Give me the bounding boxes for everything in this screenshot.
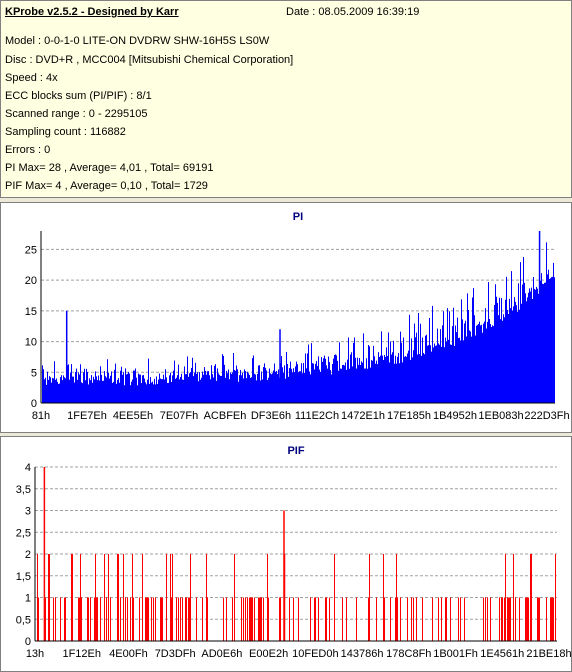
x-tick-label: E00E2h: [249, 648, 288, 660]
y-tick-label: 1,5: [16, 571, 31, 583]
scan-date: Date : 08.05.2009 16:39:19: [286, 6, 420, 18]
x-tick-label: 222D3Fh: [524, 410, 569, 422]
pif-chart: PIF 0 0,5 1 1,5 2 2,5 3 3,5 4 13h 1F12Eh 4E00Fh 7D3DF…: [16, 445, 571, 660]
x-tick-label: 111E2Ch: [295, 410, 339, 422]
y-tick-label: 5: [31, 367, 37, 379]
x-tick-label: 7E07Fh: [160, 410, 199, 422]
x-tick-label: 4EE5Eh: [113, 410, 153, 422]
chart-title: PI: [293, 211, 303, 223]
y-tick-label: 1: [25, 593, 31, 605]
y-tick-label: 2,5: [16, 527, 31, 539]
x-tick-label: 1B001Fh: [433, 648, 478, 660]
ecc-line: ECC blocks sum (PI/PIF) : 8/1: [5, 90, 152, 102]
x-tick-label: 21BE18h: [526, 648, 571, 660]
x-tick-label: 13h: [26, 648, 44, 660]
x-tick-label: 7D3DFh: [155, 648, 196, 660]
x-tick-label: 1FE7Eh: [67, 410, 107, 422]
x-tick-label: 143786h: [341, 648, 384, 660]
data-bars: [42, 231, 555, 403]
y-tick-label: 0,5: [16, 614, 31, 626]
x-tick-label: 81h: [32, 410, 50, 422]
x-tick-label: ACBFEh: [204, 410, 247, 422]
chart-title: PIF: [287, 445, 304, 457]
y-tick-label: 2: [25, 549, 31, 561]
x-tick-label: 1472E1h: [341, 410, 385, 422]
y-tick-label: 3,5: [16, 484, 31, 496]
y-tick-label: 0: [25, 636, 31, 648]
x-tick-label: 1B4952h: [433, 410, 477, 422]
app-title: KProbe v2.5.2 - Designed by Karr: [5, 6, 179, 18]
x-tick-label: 4E00Fh: [109, 648, 148, 660]
y-tick-label: 15: [25, 306, 37, 318]
range-line: Scanned range : 0 - 2295105: [5, 108, 148, 120]
disc-line: Disc : DVD+R , MCC004 [Mitsubishi Chemic…: [5, 54, 294, 66]
y-tick-label: 3: [25, 506, 31, 518]
x-tick-label: 10FED0h: [292, 648, 338, 660]
pi-chart-panel: PI 0 5 10 15 20 25 81h 1FE7Eh 4EE5Eh 7E07Fh ACBFEh D…: [0, 202, 572, 433]
speed-line: Speed : 4x: [5, 72, 58, 84]
data-bars: [37, 467, 556, 641]
y-tick-label: 10: [25, 337, 37, 349]
x-tick-label: 1E4561h: [480, 648, 524, 660]
y-tick-label: 25: [25, 244, 37, 256]
pi-summary-line: PI Max= 28 , Average= 4,01 , Total= 6919…: [5, 162, 214, 174]
info-panel: KProbe v2.5.2 - Designed by Karr Date : …: [0, 0, 572, 198]
x-tick-label: 178C8Fh: [386, 648, 431, 660]
pi-chart: PI 0 5 10 15 20 25 81h 1FE7Eh 4EE5Eh 7E07Fh ACBFEh D…: [25, 211, 570, 422]
y-tick-label: 4: [25, 462, 31, 474]
x-tick-label: 1EB083h: [478, 410, 523, 422]
sampling-line: Sampling count : 116882: [5, 126, 126, 138]
x-tick-label: 17E185h: [387, 410, 431, 422]
y-tick-label: 0: [31, 398, 37, 410]
x-tick-label: DF3E6h: [251, 410, 291, 422]
model-line: Model : 0-0-1-0 LITE-ON DVDRW SHW-16H5S …: [5, 35, 270, 47]
pif-chart-panel: PIF 0 0,5 1 1,5 2 2,5 3 3,5 4 13h 1F12Eh 4E00Fh 7D3DF…: [0, 436, 572, 672]
x-tick-label: 1F12Eh: [62, 648, 101, 660]
pif-summary-line: PIF Max= 4 , Average= 0,10 , Total= 1729: [5, 180, 208, 192]
errors-line: Errors : 0: [5, 144, 51, 156]
x-tick-label: AD0E6h: [201, 648, 242, 660]
y-tick-label: 20: [25, 275, 37, 287]
